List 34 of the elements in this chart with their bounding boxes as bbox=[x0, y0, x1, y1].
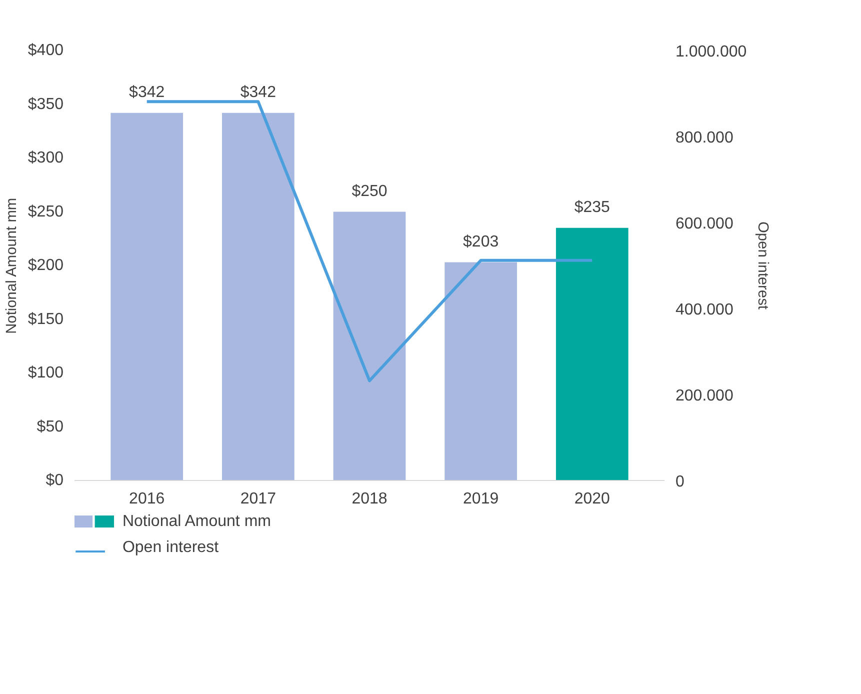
y2-tick-label: 1.000.000 bbox=[676, 44, 747, 60]
x-tick-label: 2016 bbox=[129, 490, 165, 508]
data-label: $342 bbox=[240, 84, 276, 101]
bar bbox=[333, 212, 406, 480]
legend-label: Open interest bbox=[122, 539, 220, 556]
y-tick-label: $200 bbox=[28, 257, 64, 274]
y2-tick-label: 0 bbox=[676, 474, 684, 490]
bar bbox=[444, 262, 517, 480]
y-tick-label: $150 bbox=[28, 310, 64, 328]
bar bbox=[110, 112, 184, 480]
x-tick-label: 2020 bbox=[574, 490, 610, 508]
x-tick-label: 2017 bbox=[240, 490, 276, 508]
y-tick-label: $50 bbox=[36, 418, 64, 436]
y-tick-label: $400 bbox=[28, 42, 64, 59]
y2-tick-label: 200.000 bbox=[676, 388, 734, 404]
y2-tick-label: 400.000 bbox=[676, 302, 734, 318]
y-tick-label: $300 bbox=[28, 150, 64, 166]
y-tick-label: $0 bbox=[46, 472, 64, 489]
data-label: $250 bbox=[352, 182, 388, 200]
x-tick-label: 2018 bbox=[352, 490, 388, 508]
y-tick-label: $250 bbox=[28, 203, 64, 220]
bar bbox=[556, 228, 628, 480]
data-label: $342 bbox=[129, 84, 165, 101]
bar bbox=[222, 112, 294, 480]
data-label: $203 bbox=[463, 233, 499, 250]
data-label: $235 bbox=[574, 198, 610, 216]
y2-tick-label: 800.000 bbox=[676, 130, 734, 146]
y2-tick-label: 600.000 bbox=[676, 216, 734, 232]
x-tick-label: 2019 bbox=[463, 490, 499, 508]
y2-axis-title: Open interest bbox=[754, 222, 771, 310]
y-tick-label: $350 bbox=[28, 96, 64, 113]
legend-label: Notional Amount mm bbox=[122, 513, 271, 530]
y-tick-label: $100 bbox=[28, 364, 64, 382]
y-axis-title: Notional Amount mm bbox=[4, 198, 20, 334]
